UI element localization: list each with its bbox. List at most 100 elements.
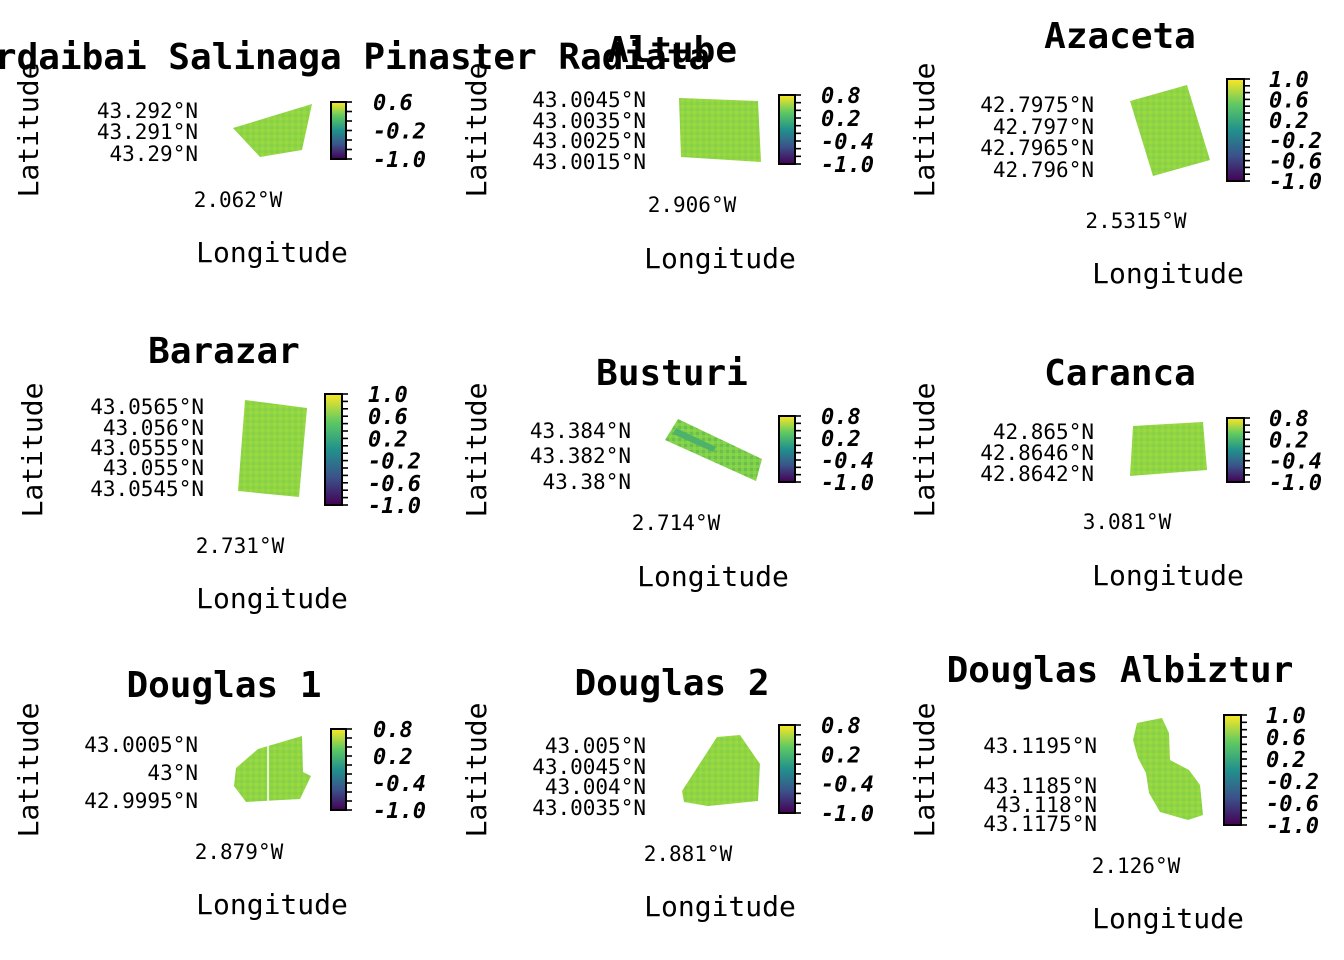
latitude-tick-label: 43.0045°N xyxy=(532,755,646,779)
colorbar-tick-label: 0.8 xyxy=(373,718,413,743)
colorbar-tick-label: -0.4 xyxy=(821,449,874,474)
y-axis-title: Latitude xyxy=(460,383,493,518)
colorbar-tick-label: -0.2 xyxy=(1269,129,1322,154)
latitude-tick-label: 43.0545°N xyxy=(90,477,204,501)
colorbar-tick-label: -0.2 xyxy=(368,450,421,475)
latitude-tick-label: 43.055°N xyxy=(103,456,204,480)
colorbar-tick-label: -1.0 xyxy=(821,471,874,496)
field-raster xyxy=(234,736,311,802)
map-panel: 0.80.2-0.4-1.0 42.865°N42.8646°N42.8642°N… xyxy=(908,353,1322,592)
latitude-tick-label: 42.9995°N xyxy=(84,789,198,813)
colorbar xyxy=(324,393,343,506)
map-panel: 0.8 0.2 -0.4 -1.0 43.005°N43.0045°N43.004°N4… xyxy=(460,663,874,923)
y-axis-title: Latitude xyxy=(460,703,493,838)
panel-title: Azaceta xyxy=(1044,16,1196,57)
colorbar-tick-label: -0.4 xyxy=(1269,450,1322,475)
latitude-tick-label: 43.0015°N xyxy=(532,150,646,174)
colorbar-tick-label: -0.6 xyxy=(1269,150,1322,175)
colorbar-tick-label: -1.0 xyxy=(368,494,421,519)
field-raster xyxy=(1133,718,1203,820)
latitude-tick-label: 42.8642°N xyxy=(980,462,1094,486)
longitude-tick-label: 3.081°W xyxy=(1083,510,1172,534)
latitude-tick-label: 43.1185°N xyxy=(983,774,1097,798)
field-raster xyxy=(238,400,307,497)
latitude-tick-label: 43°N xyxy=(147,761,198,785)
colorbar-tick-label: -1.0 xyxy=(373,799,426,824)
longitude-tick-label: 2.714°W xyxy=(632,511,721,535)
colorbar xyxy=(778,415,796,483)
latitude-tick-label: 42.8646°N xyxy=(980,441,1094,465)
y-axis-title: Latitude xyxy=(12,703,45,838)
colorbar-tick-label: 0.6 xyxy=(1266,726,1306,751)
colorbar-tick-label: -0.4 xyxy=(373,772,426,797)
colorbar-tick-label: -1.0 xyxy=(1266,814,1319,839)
colorbar xyxy=(1226,417,1245,483)
colorbar-tick-label: 0.2 xyxy=(821,427,861,452)
latitude-tick-label: 43.1175°N xyxy=(983,812,1097,836)
longitude-tick-label: 2.879°W xyxy=(195,840,284,864)
colorbar-tick-label: -1.0 xyxy=(821,153,874,178)
panel-title: Douglas 2 xyxy=(574,663,769,704)
latitude-tick-label: 42.797°N xyxy=(993,115,1094,139)
latitude-tick-label: 43.384°N xyxy=(530,419,631,443)
x-axis-title: Longitude xyxy=(637,560,789,593)
latitude-tick-label: 43.118°N xyxy=(996,793,1097,817)
y-axis-title: Latitude xyxy=(12,63,45,198)
panel-title: Douglas 1 xyxy=(126,665,321,706)
panel-title: Douglas Albiztur xyxy=(947,650,1294,691)
latitude-tick-label: 43.0025°N xyxy=(532,129,646,153)
map-panel: 1.00.60.2-0.2-0.6-1.042.7975°N42.797°N42… xyxy=(908,16,1322,290)
latitude-tick-label: 42.7975°N xyxy=(980,93,1094,117)
latitude-tick-label: 43.0555°N xyxy=(90,436,204,460)
colorbar xyxy=(1223,714,1242,826)
longitude-tick-label: 2.126°W xyxy=(1092,854,1181,878)
colorbar xyxy=(778,94,796,165)
colorbar-tick-label: -1.0 xyxy=(1269,170,1322,195)
latitude-tick-label: 42.7965°N xyxy=(980,136,1094,160)
field-raster xyxy=(679,98,761,162)
latitude-tick-label: 42.865°N xyxy=(993,420,1094,444)
latitude-tick-label: 43.0565°N xyxy=(90,395,204,419)
map-panel: 0.80.2-0.4-1.0 43.0045°N43.0035°N43.0025°… xyxy=(460,30,874,275)
colorbar-tick-label: 1.0 xyxy=(1266,704,1306,729)
latitude-tick-label: 43.0005°N xyxy=(84,733,198,757)
colorbar-tick-label: 0.8 xyxy=(821,84,861,109)
field-raster-dark-patch xyxy=(673,428,716,452)
x-axis-title: Longitude xyxy=(1092,257,1244,290)
colorbar-tick-label: 0.8 xyxy=(821,714,861,739)
x-axis-title: Longitude xyxy=(1092,902,1244,935)
map-panel: 0.80.2-0.4-1.0 43.0005°N 43°N 42.9995°N 2.87… xyxy=(12,665,426,921)
field-raster xyxy=(1130,85,1210,176)
panel-title: Mundaka Urdaibai Salinaga Pinaster Radia… xyxy=(0,37,710,78)
colorbar xyxy=(1226,78,1245,182)
field-raster xyxy=(233,104,312,157)
latitude-tick-label: 43.291°N xyxy=(97,120,198,144)
colorbar-tick-label: 0.2 xyxy=(1269,109,1309,134)
colorbar-tick-label: 0.2 xyxy=(1269,428,1309,453)
colorbar-tick-label: -0.4 xyxy=(821,130,874,155)
panel-title: Altube xyxy=(607,30,737,71)
colorbar-tick-label: -1.0 xyxy=(1269,471,1322,496)
colorbar-tick-label: 0.2 xyxy=(368,427,408,452)
colorbar-tick-label: 1.0 xyxy=(1269,68,1309,93)
x-axis-title: Longitude xyxy=(196,236,348,269)
x-axis-title: Longitude xyxy=(644,890,796,923)
colorbar-tick-label: -0.6 xyxy=(1266,792,1319,817)
y-axis-title: Latitude xyxy=(908,703,941,838)
colorbar-tick-label: 0.2 xyxy=(373,745,413,770)
colorbar-tick-label: 0.8 xyxy=(1269,407,1309,432)
longitude-tick-label: 2.731°W xyxy=(196,534,285,558)
colorbar-tick-label: 0.2 xyxy=(1266,748,1306,773)
panel-title: Caranca xyxy=(1044,353,1196,394)
latitude-tick-label: 43.0035°N xyxy=(532,109,646,133)
colorbar-tick-label: 0.8 xyxy=(821,405,861,430)
x-axis-title: Longitude xyxy=(196,888,348,921)
longitude-tick-label: 2.881°W xyxy=(644,842,733,866)
y-axis-title: Latitude xyxy=(908,63,941,198)
map-panel: 1.00.60.2-0.2-0.6-1.043.0565°N43.056°N43… xyxy=(16,331,421,615)
colorbar-tick-label: 0.2 xyxy=(821,743,861,768)
latitude-tick-label: 43.29°N xyxy=(109,142,198,166)
latitude-tick-label: 43.005°N xyxy=(545,734,646,758)
latitude-tick-label: 43.382°N xyxy=(530,444,631,468)
latitude-tick-label: 43.38°N xyxy=(542,470,631,494)
